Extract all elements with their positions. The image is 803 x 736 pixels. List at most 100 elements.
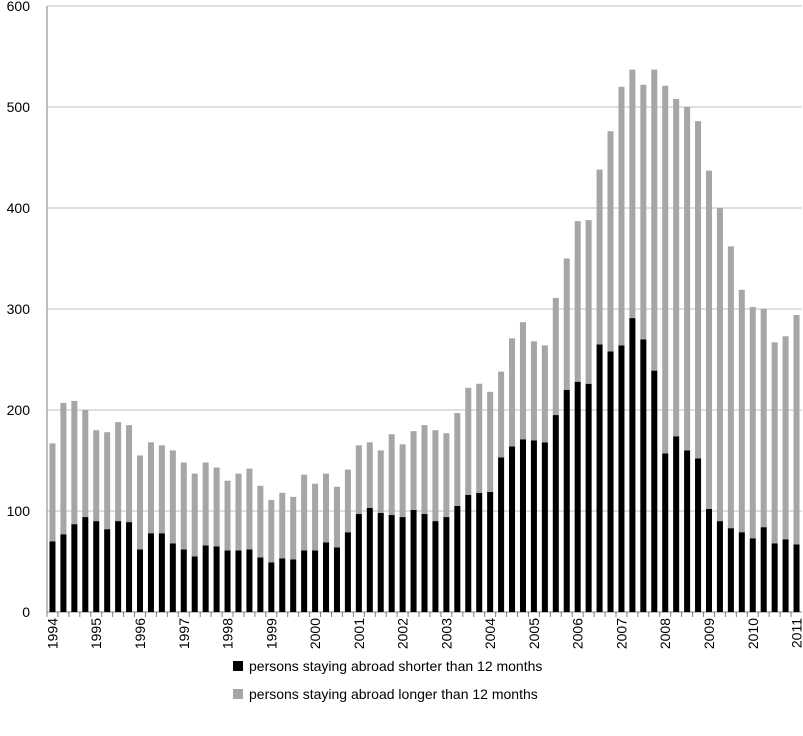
bar-segment	[191, 473, 198, 557]
x-tick-label: 2004	[482, 618, 498, 649]
x-tick-label: 2001	[351, 618, 367, 649]
bar-segment	[432, 430, 439, 522]
bar-segment	[705, 508, 713, 612]
bar-segment	[771, 543, 778, 612]
legend-label: persons staying abroad shorter than 12 m…	[249, 658, 542, 674]
bar-segment	[49, 443, 56, 542]
bar-segment	[476, 383, 483, 493]
bar-segment	[93, 521, 100, 612]
bar-segment	[180, 549, 187, 612]
bar-segment	[126, 522, 133, 612]
bar-segment	[563, 258, 570, 390]
bar-segment	[509, 446, 516, 612]
bar-segment	[213, 546, 220, 612]
bar-segment	[279, 558, 286, 612]
bar-segment	[290, 496, 297, 560]
bar-segment	[640, 339, 647, 612]
bar-segment	[673, 436, 680, 612]
bar-segment	[749, 538, 756, 612]
bar-segment	[552, 297, 559, 416]
bar-segment	[684, 107, 691, 451]
bar-segment	[235, 550, 242, 612]
bar-segment	[618, 345, 625, 612]
x-tick-label: 1995	[88, 618, 104, 649]
bar-segment	[235, 473, 242, 551]
bar-segment	[684, 450, 691, 612]
bar-segment	[410, 431, 417, 510]
x-tick-label: 2005	[526, 618, 542, 649]
x-tick-label: 1999	[263, 618, 279, 649]
bar-segment	[793, 315, 800, 545]
bar-segment	[104, 432, 111, 530]
bar-segment	[71, 400, 78, 525]
bar-segment	[246, 468, 253, 550]
bar-segment	[465, 494, 472, 612]
y-tick-label: 500	[7, 99, 31, 115]
legend-label: persons staying abroad longer than 12 mo…	[249, 686, 538, 702]
bar-segment	[782, 336, 789, 540]
bar-segment	[246, 549, 253, 612]
bar-segment	[355, 514, 362, 612]
bar-segment	[465, 387, 472, 495]
bar-segment	[530, 440, 537, 612]
bar-segment	[530, 341, 537, 441]
bar-segment	[629, 69, 636, 319]
bar-segment	[585, 220, 592, 384]
bar-segment	[476, 492, 483, 612]
bar-segment	[399, 517, 406, 612]
x-tick-label: 2011	[789, 618, 803, 648]
bar-segment	[607, 131, 614, 352]
bar-segment	[727, 246, 734, 529]
y-tick-label: 300	[7, 301, 31, 317]
legend-swatch	[233, 689, 243, 699]
bar-segment	[224, 480, 231, 551]
bar-segment	[49, 541, 56, 612]
bar-segment	[695, 458, 702, 612]
bar-segment	[563, 389, 570, 612]
legend-swatch	[233, 661, 243, 671]
bar-segment	[355, 445, 362, 515]
bar-segment	[432, 521, 439, 612]
bar-segment	[147, 533, 154, 612]
bar-segment	[377, 513, 384, 612]
bar-segment	[257, 485, 264, 558]
bar-segment	[454, 413, 461, 506]
bar-segment	[651, 370, 658, 612]
bar-segment	[793, 544, 800, 612]
bar-segment	[574, 221, 581, 382]
x-tick-label: 2009	[701, 618, 717, 649]
x-tick-label: 2000	[307, 618, 323, 649]
bar-segment	[388, 434, 395, 516]
bar-segment	[268, 499, 275, 563]
bar-segment	[344, 469, 351, 533]
bar-segment	[519, 439, 526, 612]
bar-segment	[301, 474, 308, 551]
bar-segment	[301, 550, 308, 612]
bar-segment	[115, 521, 122, 612]
bar-segment	[607, 351, 614, 612]
bar-segment	[585, 383, 592, 612]
bar-segment	[421, 514, 428, 612]
bar-segment	[60, 534, 67, 612]
bar-segment	[421, 425, 428, 515]
bar-segment	[312, 550, 319, 612]
bar-segment	[695, 121, 702, 459]
bar-segment	[333, 486, 340, 548]
bar-segment	[673, 98, 680, 437]
bar-segment	[662, 453, 669, 612]
bar-segment	[323, 473, 330, 543]
bar-segment	[498, 371, 505, 458]
bar-segment	[290, 559, 297, 612]
bar-segment	[498, 457, 505, 612]
bar-segment	[662, 85, 669, 454]
bar-segment	[213, 467, 220, 547]
y-tick-label: 100	[7, 503, 31, 519]
y-tick-label: 200	[7, 402, 31, 418]
x-tick-label: 2010	[745, 618, 761, 649]
bar-segment	[191, 556, 198, 612]
x-tick-label: 2007	[613, 618, 629, 649]
bar-segment	[202, 462, 209, 546]
bar-segment	[224, 550, 231, 612]
bar-segment	[541, 345, 548, 443]
